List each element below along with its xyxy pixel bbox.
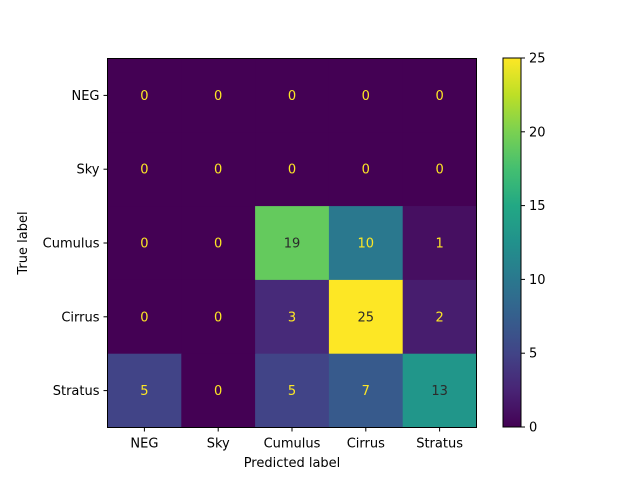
heatmap-cell	[402, 132, 477, 207]
x-tick-label: Stratus	[416, 437, 463, 452]
cell-value-label: 0	[214, 237, 222, 252]
cell-value-label: 0	[214, 384, 222, 399]
cell-value-label: 0	[140, 89, 148, 104]
heatmap-cell	[181, 132, 256, 207]
heatmap-cell	[402, 206, 477, 281]
cell-value-label: 0	[288, 163, 296, 178]
heatmap-cells: 0 0 0 0 00 0 0 0 00 0 19 10 10 0 3 25 25 0 5 7 13	[107, 58, 477, 428]
heatmap-cell	[402, 279, 477, 355]
x-axis-label: Predicted label	[244, 456, 341, 471]
colorbar-tick-label: 20	[529, 125, 546, 140]
cell-value-label: 19	[284, 237, 301, 252]
y-axis-ticks: NEG Sky Cumulus Cirrus Stratus	[43, 89, 108, 399]
colorbar-tick-label: 0	[529, 421, 537, 436]
cell-value-label: 1	[435, 237, 443, 252]
heatmap-cell	[328, 353, 404, 428]
cell-value-label: 0	[362, 163, 370, 178]
cell-value-label: 0	[435, 89, 443, 104]
heatmap-cell	[255, 353, 330, 428]
cell-value-label: 0	[435, 163, 443, 178]
heatmap-cell	[107, 206, 182, 281]
cell-value-label: 0	[288, 89, 296, 104]
heatmap-cell	[328, 206, 404, 281]
heatmap-cell	[255, 279, 330, 355]
cell-value-label: 3	[288, 310, 296, 325]
heatmap-cell	[181, 279, 256, 355]
x-tick-label: NEG	[130, 437, 158, 452]
heatmap-cell	[328, 279, 404, 355]
cell-value-label: 0	[214, 163, 222, 178]
cell-value-label: 7	[362, 384, 370, 399]
heatmap-cell	[107, 132, 182, 207]
heatmap-cell	[181, 353, 256, 428]
x-tick-label: Cumulus	[264, 437, 321, 452]
heatmap-cell	[402, 353, 477, 428]
heatmap-cell	[107, 353, 182, 428]
heatmap-cell	[107, 279, 182, 355]
x-axis-ticks: NEG Sky Cumulus Cirrus Stratus	[130, 427, 463, 452]
y-tick-label: Sky	[76, 163, 99, 178]
heatmap-cell	[328, 132, 404, 207]
cell-value-label: 2	[435, 310, 443, 325]
heatmap-cell	[107, 58, 182, 133]
y-axis-label: True label	[16, 211, 31, 275]
colorbar	[502, 57, 522, 428]
cell-value-label: 0	[140, 310, 148, 325]
cell-value-label: 5	[140, 384, 148, 399]
y-tick-label: Cumulus	[43, 237, 100, 252]
x-tick-label: Cirrus	[347, 437, 385, 452]
heatmap-cell	[402, 58, 477, 133]
colorbar-tick-label: 5	[529, 347, 537, 362]
colorbar-tick-label: 15	[529, 199, 546, 214]
colorbar-ticks: 0 5 10 15 20 25	[521, 52, 546, 436]
cell-value-label: 0	[362, 89, 370, 104]
heatmap-cell	[255, 206, 330, 281]
cell-value-label: 0	[140, 237, 148, 252]
heatmap-cell	[255, 132, 330, 207]
cell-value-label: 0	[214, 89, 222, 104]
cell-value-label: 0	[214, 310, 222, 325]
y-tick-label: NEG	[71, 89, 99, 104]
colorbar-tick-label: 10	[529, 273, 546, 288]
heatmap-cell	[181, 58, 256, 133]
y-tick-label: Stratus	[53, 384, 100, 399]
cell-value-label: 0	[140, 163, 148, 178]
colorbar-tick-label: 25	[529, 52, 546, 67]
heatmap-cell	[328, 58, 404, 133]
heatmap-cell	[255, 58, 330, 133]
heatmap-cell	[181, 206, 256, 281]
cell-value-label: 25	[358, 310, 375, 325]
x-tick-label: Sky	[207, 437, 230, 452]
cell-value-label: 13	[431, 384, 448, 399]
cell-value-label: 10	[358, 237, 375, 252]
y-tick-label: Cirrus	[61, 310, 99, 325]
cell-value-label: 5	[288, 384, 296, 399]
